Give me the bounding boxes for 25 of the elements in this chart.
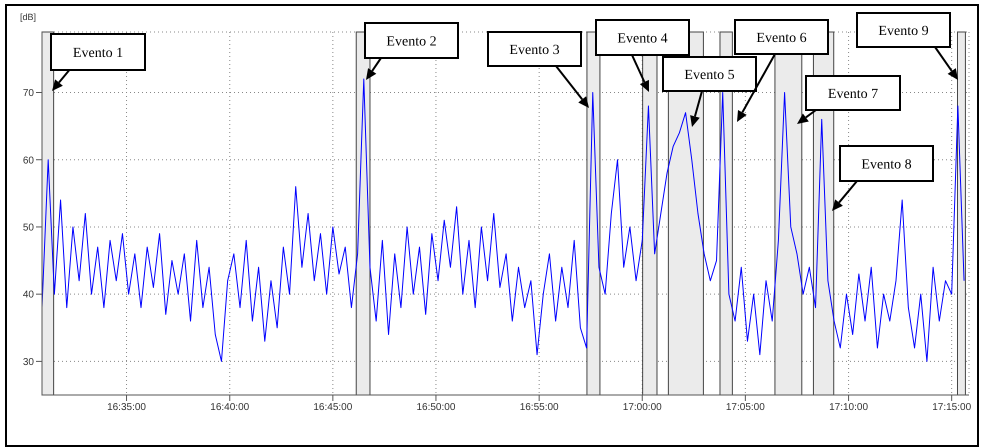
y-tick-label: 30 (22, 356, 34, 368)
band-label: Evento 2 (386, 34, 437, 50)
band-label: Evento 8 (861, 158, 912, 172)
y-tick-label: 60 (22, 155, 34, 166)
x-tick-label: 16:45:00 (313, 402, 353, 414)
band-label: Evento 4 (617, 32, 668, 46)
y-axis-title: [dB] (20, 12, 36, 22)
x-tick-label: 16:55:00 (520, 402, 560, 414)
band-label: Evento 1 (72, 46, 124, 61)
x-tick-label: 17:15:00 (932, 402, 972, 414)
band-label: Evento 9 (878, 24, 929, 39)
band-label: Evento 7 (828, 87, 878, 102)
y-tick-label: 40 (22, 290, 34, 301)
line-series (42, 78, 965, 362)
band-label: Evento 6 (756, 31, 807, 46)
x-tick-label: 17:05:00 (726, 402, 766, 414)
y-tick-label: 50 (22, 222, 34, 234)
y-tick-label: 70 (22, 88, 34, 100)
band-label: Evento 5 (684, 68, 735, 83)
x-tick-label: 16:35:00 (107, 402, 146, 414)
band-label: Evento 3 (509, 43, 560, 58)
x-tick-label: 17:00:00 (622, 402, 662, 414)
x-tick-label: 17:10:00 (829, 402, 868, 414)
x-tick-label: 16:50:00 (416, 402, 456, 414)
x-tick-label: 16:40:00 (210, 402, 250, 414)
